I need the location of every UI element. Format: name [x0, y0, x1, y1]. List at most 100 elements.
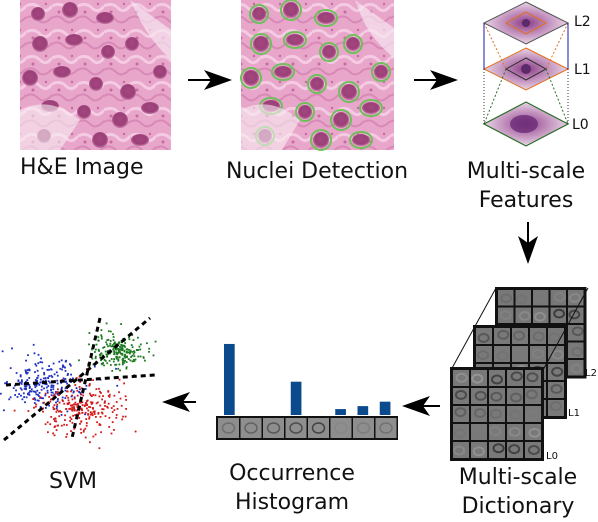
svm-point: [100, 352, 103, 355]
svm-point: [100, 335, 103, 338]
svm-point: [85, 424, 88, 427]
svm-point: [106, 405, 108, 408]
caption-multiscale-dictionary-line1: Multi-scale: [458, 465, 578, 490]
svm-point: [49, 381, 51, 384]
svm-point: [29, 390, 31, 392]
svm-point: [126, 355, 128, 358]
svm-point: [58, 394, 60, 397]
svm-point: [80, 387, 83, 390]
svm-point: [53, 404, 56, 407]
dictionary-atom-pattern: [512, 330, 526, 341]
svm-point: [102, 408, 105, 411]
svm-point: [115, 414, 118, 416]
svm-point: [107, 338, 110, 341]
svm-point: [17, 380, 20, 382]
dictionary-atom-pattern: [477, 332, 490, 343]
histogram-atom: [263, 418, 284, 438]
occurrence-histogram: [216, 343, 398, 440]
histogram-atom: [375, 418, 397, 438]
svm-point: [101, 354, 104, 357]
svm-point: [61, 396, 64, 399]
svm-point: [26, 369, 29, 371]
svm-point: [115, 356, 118, 358]
svm-point: [30, 388, 33, 391]
svm-point: [56, 379, 59, 382]
nucleus-detected: [322, 45, 336, 59]
dictionary-atom-pattern: [527, 445, 540, 455]
svm-point: [107, 390, 110, 392]
svm-point: [13, 409, 16, 412]
svm-point: [110, 407, 113, 409]
svm-point: [38, 392, 41, 394]
histogram-atom-pattern: [311, 422, 326, 434]
svm-point: [138, 345, 141, 348]
svm-point: [118, 363, 121, 366]
svm-point: [19, 381, 22, 384]
svm-point: [74, 414, 77, 416]
dictionary-atom-pattern: [455, 372, 468, 383]
dictionary-level-label-l2: L2: [585, 368, 597, 379]
svm-point: [134, 430, 137, 433]
svm-point: [48, 404, 50, 407]
svm-point: [108, 426, 111, 428]
svm-point: [118, 350, 120, 352]
svm-point: [100, 329, 103, 331]
svm-point: [37, 399, 40, 402]
svm-point: [43, 371, 45, 374]
svm-point: [62, 365, 65, 368]
svm-point: [70, 390, 72, 393]
svm-point: [50, 374, 53, 377]
svm-point: [100, 392, 102, 394]
svm-point: [47, 431, 49, 434]
svm-point: [51, 391, 54, 394]
svm-point: [121, 352, 124, 355]
svm-point: [120, 404, 123, 407]
dictionary-level-label-l0: L0: [546, 451, 558, 462]
svm-point: [91, 414, 94, 417]
dictionary-atom-pattern: [515, 294, 528, 305]
svm-point: [93, 410, 96, 413]
svm-point: [117, 348, 120, 350]
svm-point: [46, 391, 49, 394]
svm-point: [58, 360, 61, 363]
svm-point: [35, 364, 38, 367]
dictionary-atom-pattern: [551, 366, 564, 377]
nucleus-he: [125, 37, 139, 51]
svm-point: [50, 384, 53, 387]
svm-point: [79, 422, 81, 425]
dictionary-atom-pattern: [471, 373, 484, 384]
svm-point: [54, 417, 57, 420]
svm-point: [112, 333, 114, 336]
svm-point: [84, 427, 87, 430]
svm-point: [81, 412, 84, 414]
svm-point: [111, 345, 114, 348]
histogram-atom-pattern: [379, 422, 393, 434]
svm-point: [24, 369, 27, 372]
histogram-atom: [218, 418, 239, 438]
svm-point: [123, 362, 125, 364]
svm-point: [67, 372, 69, 375]
svm-point: [55, 429, 58, 431]
feature-level-label-l1: L1: [574, 62, 591, 78]
svm-point: [120, 346, 123, 349]
nucleus-detected: [252, 7, 266, 21]
svm-point: [87, 409, 90, 412]
dictionary-atom-pattern: [476, 350, 490, 361]
svm-point: [125, 351, 128, 354]
svm-point: [121, 359, 124, 362]
svm-point: [82, 430, 85, 433]
svm-point: [43, 373, 46, 376]
svm-point: [56, 409, 59, 411]
svm-point: [63, 402, 66, 405]
svm-point: [39, 361, 42, 363]
dictionary-atom-pattern: [508, 444, 521, 455]
svm-point: [55, 420, 58, 423]
svm-point: [102, 346, 105, 349]
svm-point: [70, 418, 73, 420]
nucleus-detected: [243, 70, 259, 86]
svm-point: [130, 344, 133, 346]
svm-point: [132, 339, 135, 341]
svm-point: [89, 411, 92, 414]
svm-point: [35, 385, 38, 387]
svm-point: [148, 347, 151, 350]
